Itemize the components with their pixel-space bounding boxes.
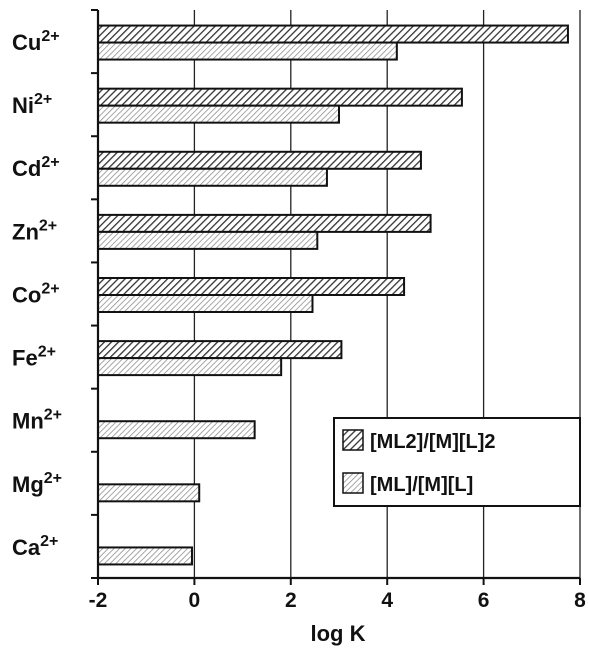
legend-swatch-ml2: [342, 429, 364, 451]
bar-ca-series-2: [97, 546, 193, 566]
bar-co-series-1: [97, 277, 406, 296]
legend: [ML2]/[M][L]2 [ML]/[M][L]: [333, 417, 581, 507]
bar-ni-series-2: [97, 104, 340, 124]
bar-co-series-2: [97, 294, 314, 313]
bar-zn-series-1: [97, 213, 432, 233]
bar-cu-series-1: [97, 24, 569, 44]
category-label-mn: Mn2+: [12, 407, 62, 434]
category-label-cu: Cu2+: [12, 28, 60, 55]
x-tick-label: 2: [285, 589, 297, 612]
bar-mg-series-2: [97, 483, 201, 503]
category-label-mg: Mg2+: [12, 470, 62, 497]
bar-fe-series-1: [97, 340, 343, 360]
x-tick-label: 0: [189, 589, 201, 612]
bar-fe-series-2: [97, 357, 283, 377]
bar-zn-series-2: [97, 230, 319, 250]
x-axis-title: log K: [311, 621, 366, 646]
category-label-ca: Ca2+: [12, 533, 58, 560]
bar-ni-series-1: [97, 87, 463, 107]
x-tick-labels: -2 0 2 4 6 8: [89, 589, 587, 612]
category-label-co: Co2+: [12, 280, 60, 307]
x-tick-label: 8: [574, 589, 586, 612]
x-tick-label: 6: [478, 589, 490, 612]
legend-label-ml: [ML]/[M][L]: [370, 474, 473, 496]
x-tick-label: 4: [381, 589, 393, 612]
category-labels: Cu2+ Ni2+ Cd2+ Zn2+ Co2+ Fe2+ Mn2+ Mg2+ Ca2+: [12, 28, 62, 560]
legend-label-ml2: [ML2]/[M][L]2: [370, 431, 496, 453]
bar-cu-series-2: [97, 41, 398, 61]
category-label-cd: Cd2+: [12, 154, 60, 181]
category-label-ni: Ni2+: [12, 91, 52, 118]
bar-mn-series-2: [97, 420, 256, 440]
bars: [97, 24, 569, 566]
x-tick-label: -2: [89, 589, 108, 612]
category-label-fe: Fe2+: [12, 344, 56, 371]
bar-cd-series-1: [97, 150, 422, 170]
category-label-zn: Zn2+: [12, 217, 57, 244]
bar-cd-series-2: [97, 167, 328, 187]
legend-swatch-ml: [342, 472, 364, 494]
axes: [91, 9, 581, 585]
legend-box: [333, 417, 581, 507]
